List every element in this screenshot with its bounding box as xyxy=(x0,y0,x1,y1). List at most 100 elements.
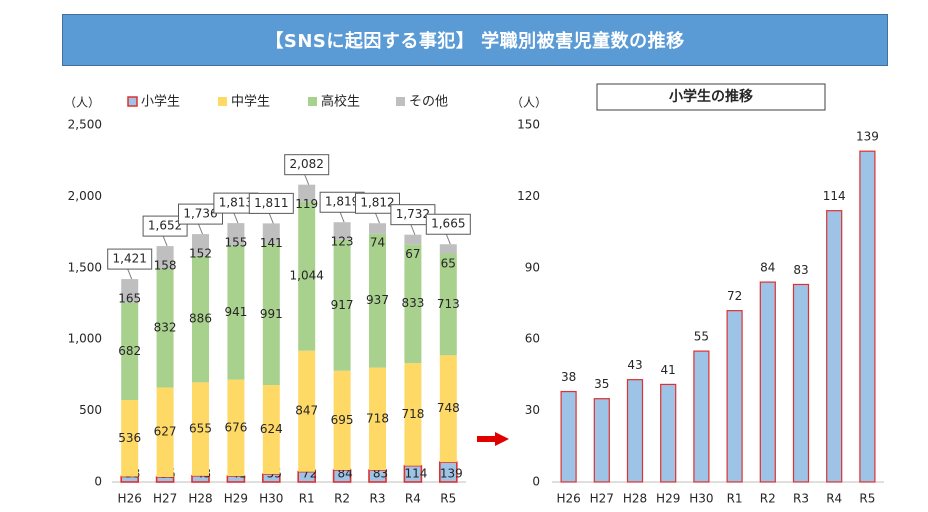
bar-segment-high xyxy=(439,253,457,356)
data-label-middle: 847 xyxy=(295,404,318,418)
total-callout-leader xyxy=(304,174,310,185)
right-y-unit: （人） xyxy=(511,96,547,110)
data-label-middle: 695 xyxy=(331,413,354,427)
right-bar-elementary xyxy=(826,210,843,483)
data-label-high: 937 xyxy=(366,293,389,307)
total-label: 1,811 xyxy=(254,196,288,210)
total-label: 2,082 xyxy=(290,157,324,171)
right-x-tick-label: H26 xyxy=(556,492,580,506)
right-bar-elementary xyxy=(693,350,710,483)
arrow-head-icon xyxy=(495,432,509,446)
data-label-middle: 718 xyxy=(366,411,389,425)
bar-segment-middle xyxy=(262,385,280,475)
right-y-tick-label: 150 xyxy=(517,118,540,132)
left-x-tick-label: R3 xyxy=(370,492,386,506)
bar-segment-other xyxy=(121,279,139,303)
left-x-tick-label: H30 xyxy=(259,492,283,506)
right-x-tick-label: R2 xyxy=(760,492,776,506)
bar-segment-middle xyxy=(404,363,422,466)
right-data-label: 114 xyxy=(823,189,846,203)
total-callout-box xyxy=(425,213,471,235)
data-label-other: 155 xyxy=(224,236,247,250)
left-x-tick-label: R2 xyxy=(334,492,350,506)
left-y-unit: （人） xyxy=(64,96,100,110)
left-x-tick-label: R5 xyxy=(440,492,456,506)
right-data-label: 72 xyxy=(727,289,742,303)
right-x-tick-label: H30 xyxy=(689,492,713,506)
total-callout-leader xyxy=(445,234,451,245)
data-label-other: 158 xyxy=(154,259,177,273)
right-bar-elementary xyxy=(593,398,610,483)
data-label-other: 65 xyxy=(441,257,456,271)
total-label: 1,665 xyxy=(431,217,465,231)
legend-label: 高校生 xyxy=(321,94,360,110)
bar-segment-middle xyxy=(192,382,209,476)
data-label-middle: 718 xyxy=(401,407,424,421)
data-label-high: 991 xyxy=(260,307,283,321)
right-bar-elementary xyxy=(726,310,743,483)
bar-segment-other xyxy=(156,246,174,269)
right-x-tick-label: R5 xyxy=(859,492,875,506)
total-callout-box xyxy=(178,203,223,225)
legend-swatch-3 xyxy=(396,97,405,106)
right-x-tick-label: H27 xyxy=(590,492,614,506)
data-label-middle: 676 xyxy=(224,420,247,434)
bar-segment-high xyxy=(298,201,316,351)
right-data-label: 41 xyxy=(661,363,676,377)
right-chart-title-box xyxy=(596,83,826,111)
bar-segment-other xyxy=(439,244,457,254)
right-data-label: 38 xyxy=(561,370,576,384)
data-label-other: 123 xyxy=(331,235,354,249)
left-x-tick-label: H27 xyxy=(153,492,177,506)
data-label-middle: 536 xyxy=(118,431,141,445)
total-callout-box xyxy=(142,215,188,237)
total-label: 1,732 xyxy=(396,207,430,221)
right-x-tick-label: R3 xyxy=(793,492,809,506)
legend-label: その他 xyxy=(409,95,448,110)
right-y-tick-label: 90 xyxy=(525,260,540,274)
page-title-banner: 【SNSに起因する事犯】 学職別被害児童数の推移 xyxy=(62,14,888,66)
total-label: 1,813 xyxy=(219,196,253,210)
bar-segment-high xyxy=(121,302,139,401)
right-bar-elementary xyxy=(660,383,677,483)
bar-segment-middle xyxy=(298,350,316,472)
total-callout-box xyxy=(248,192,294,214)
left-y-tick-label: 1,500 xyxy=(68,260,102,274)
data-label-high: 713 xyxy=(437,297,460,311)
right-bar-elementary xyxy=(759,281,776,483)
data-label-high: 832 xyxy=(154,321,177,335)
data-label-middle: 624 xyxy=(260,422,283,436)
bar-segment-other xyxy=(192,234,209,256)
total-callout-leader xyxy=(127,268,133,280)
left-y-tick-label: 0 xyxy=(94,475,102,489)
right-x-tick-label: R4 xyxy=(826,492,842,506)
data-label-other: 152 xyxy=(189,247,212,261)
left-x-tick-label: R1 xyxy=(299,492,315,506)
bar-segment-middle xyxy=(333,370,351,471)
page-title: 【SNSに起因する事犯】 学職別被害児童数の推移 xyxy=(265,31,685,52)
right-bar-elementary xyxy=(626,379,644,483)
data-label-high: 886 xyxy=(189,312,212,326)
bar-segment-other xyxy=(333,222,351,240)
total-label: 1,812 xyxy=(360,196,394,210)
total-callout-leader xyxy=(410,224,416,235)
left-x-tick-label: H28 xyxy=(188,492,212,506)
bar-segment-middle xyxy=(369,367,386,471)
legend-swatch-0 xyxy=(127,96,138,107)
bar-segment-high xyxy=(404,244,422,364)
legend-swatch-1 xyxy=(218,97,227,106)
right-bar-elementary xyxy=(859,150,876,483)
bar-segment-middle xyxy=(121,400,139,477)
data-label-elementary: 114 xyxy=(404,467,427,481)
bar-segment-elementary xyxy=(368,469,387,483)
right-data-label: 83 xyxy=(793,263,808,277)
right-data-label: 55 xyxy=(694,330,709,344)
right-y-tick-label: 120 xyxy=(517,189,540,203)
data-label-middle: 748 xyxy=(437,401,460,415)
bar-segment-other xyxy=(298,184,316,202)
legend-label: 小学生 xyxy=(141,94,180,110)
total-label: 1,421 xyxy=(113,252,147,266)
total-callout-leader xyxy=(268,213,274,224)
total-label: 1,652 xyxy=(148,219,182,233)
